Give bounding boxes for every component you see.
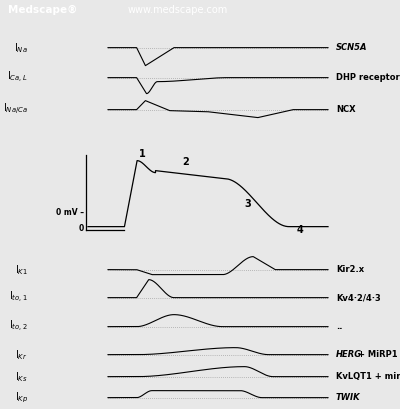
Text: www.medscape.com: www.medscape.com bbox=[128, 5, 228, 15]
Text: I$_{to,2}$: I$_{to,2}$ bbox=[9, 319, 28, 334]
Text: Kir2.x: Kir2.x bbox=[336, 265, 364, 274]
Text: I$_{to,1}$: I$_{to,1}$ bbox=[9, 290, 28, 305]
Text: I$_{Kp}$: I$_{Kp}$ bbox=[14, 391, 28, 405]
Text: I$_{Ca,L}$: I$_{Ca,L}$ bbox=[7, 70, 28, 85]
Text: + MiRP1: + MiRP1 bbox=[358, 350, 398, 359]
Text: 3: 3 bbox=[244, 199, 251, 209]
Text: DHP receptor: DHP receptor bbox=[336, 73, 400, 82]
Text: I$_{K1}$: I$_{K1}$ bbox=[15, 263, 28, 276]
Text: 0 mV –: 0 mV – bbox=[56, 208, 84, 217]
Text: 4: 4 bbox=[297, 225, 304, 235]
Text: HERG: HERG bbox=[336, 350, 362, 359]
Text: I$_{Ks}$: I$_{Ks}$ bbox=[15, 370, 28, 384]
Text: 0: 0 bbox=[79, 224, 84, 233]
Text: NCX: NCX bbox=[336, 105, 356, 114]
Text: ..: .. bbox=[336, 322, 342, 331]
Text: Kv4·2/4·3: Kv4·2/4·3 bbox=[336, 293, 381, 302]
Text: Medscape®: Medscape® bbox=[8, 5, 77, 15]
Text: SCN5A: SCN5A bbox=[336, 43, 368, 52]
Text: I$_{Na}$: I$_{Na}$ bbox=[14, 41, 28, 54]
Text: KvLQT1 + minK: KvLQT1 + minK bbox=[336, 372, 400, 381]
Text: 2: 2 bbox=[182, 157, 189, 166]
Text: TWIK: TWIK bbox=[336, 393, 361, 402]
Text: I$_{Na/Ca}$: I$_{Na/Ca}$ bbox=[3, 102, 28, 117]
Text: 1: 1 bbox=[139, 148, 146, 159]
Text: I$_{Kr}$: I$_{Kr}$ bbox=[16, 348, 28, 362]
